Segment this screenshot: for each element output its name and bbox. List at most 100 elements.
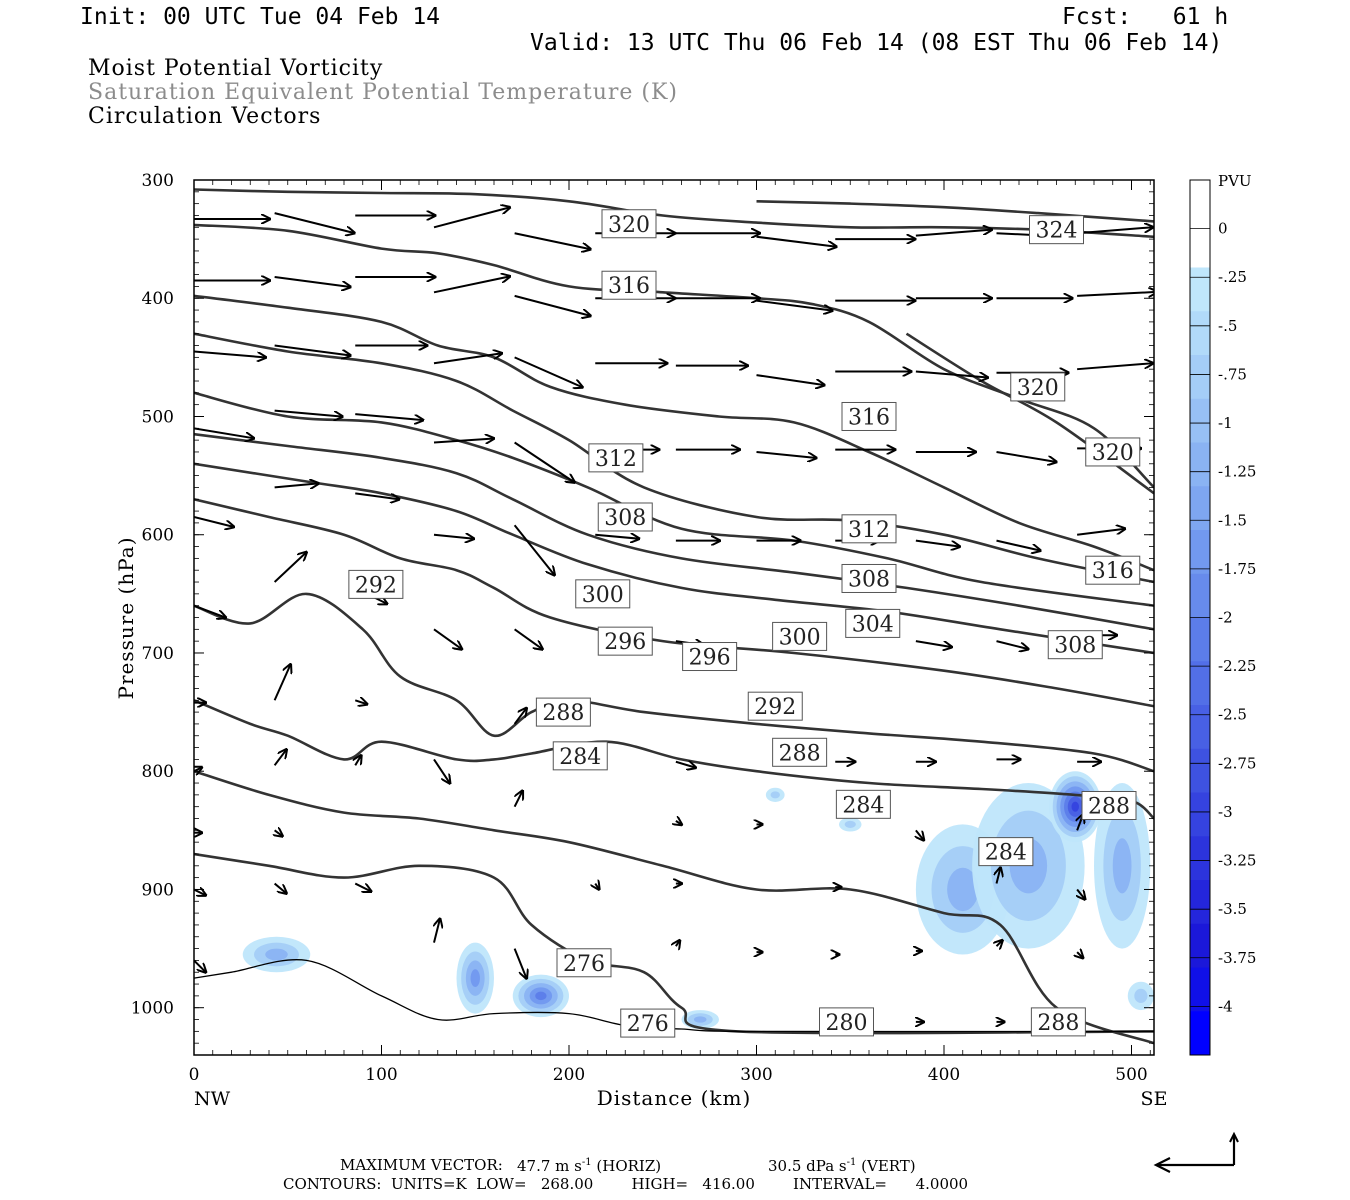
- colorbar-label: -.75: [1218, 365, 1247, 383]
- colorbar-label: -2.75: [1218, 754, 1256, 772]
- circulation-vector: [997, 940, 1003, 946]
- colorbar-label: -1.75: [1218, 560, 1256, 578]
- colorbar-swatch: [1190, 573, 1210, 618]
- max-vector-label: MAXIMUM VECTOR:: [340, 1156, 503, 1174]
- colorbar-swatch: [1190, 661, 1210, 706]
- contour-label-box: [835, 789, 891, 819]
- contour-label: 320: [1092, 441, 1134, 466]
- contour-label: 288: [1037, 1011, 1079, 1036]
- circulation-vector: [675, 762, 696, 768]
- x-tick-label: 500: [1115, 1065, 1147, 1085]
- theta-es-contour-320: [194, 188, 1154, 239]
- colorbar-label: -3: [1218, 803, 1233, 821]
- pv-shading: [535, 991, 547, 1001]
- title-circulation-vectors: Circulation Vectors: [88, 104, 322, 129]
- terrain-line: [194, 959, 1154, 1033]
- contour-label: 292: [754, 695, 796, 720]
- circulation-vector: [915, 230, 992, 237]
- circulation-vector: [1077, 952, 1083, 958]
- pv-shading: [265, 948, 288, 961]
- circulation-vector: [275, 830, 283, 836]
- init-time: Init: 00 UTC Tue 04 Feb 14: [80, 4, 441, 30]
- circulation-vector: [513, 948, 527, 979]
- circulation-vector: [676, 940, 680, 946]
- circulation-vector: [1077, 227, 1153, 235]
- contour-label-box: [556, 948, 612, 978]
- colorbar-swatch: [1190, 223, 1210, 268]
- circulation-vector: [194, 350, 266, 357]
- contour-label-box: [841, 563, 897, 593]
- contour-label: 320: [1017, 376, 1059, 401]
- contour-label: 276: [627, 1012, 669, 1037]
- contour-label-box: [552, 741, 608, 771]
- colorbar-swatch: [1190, 748, 1210, 793]
- circulation-vector: [433, 353, 502, 365]
- colorbar-label: 0: [1218, 220, 1228, 238]
- circulation-vector: [513, 791, 523, 808]
- x-axis-label: Distance (km): [597, 1086, 752, 1110]
- contour-label: 288: [542, 701, 584, 726]
- circulation-vector: [915, 539, 960, 547]
- circulation-vector: [513, 708, 527, 725]
- circulation-vector: [996, 450, 1057, 462]
- circulation-vector: [355, 492, 399, 499]
- circulation-vector: [514, 441, 575, 483]
- circulation-vector: [514, 628, 543, 649]
- circulation-vector: [274, 275, 351, 287]
- contour-label: 316: [1092, 559, 1134, 584]
- contour-label: 292: [355, 573, 397, 598]
- circulation-vector: [433, 276, 510, 294]
- contour-label: 300: [779, 625, 821, 650]
- colorbar-label: -3.5: [1218, 900, 1247, 918]
- y-tick-label: 500: [142, 407, 174, 427]
- pv-shading: [947, 867, 979, 912]
- contours-info: CONTOURS: UNITS=K LOW= 268.00 HIGH= 416.…: [283, 1175, 969, 1193]
- colorbar-label: -4: [1218, 997, 1233, 1015]
- circulation-vector: [194, 959, 206, 972]
- colorbar-label: -3.75: [1218, 949, 1256, 967]
- colorbar-swatch: [1190, 923, 1210, 968]
- endpoint-left-label: NW: [194, 1088, 231, 1110]
- colorbar-label: -2.25: [1218, 657, 1256, 675]
- contour-label-box: [597, 502, 653, 532]
- circulation-vector: [433, 439, 494, 443]
- forecast-hour: Fcst: 61 h: [1062, 4, 1229, 30]
- contour-label-box: [1085, 437, 1141, 467]
- theta-es-contour-308: [194, 332, 1154, 584]
- pv-shading: [770, 791, 780, 799]
- contour-label-box: [978, 837, 1034, 867]
- theta-es-contour-288: [194, 592, 1154, 773]
- theta-es-contour-312: [194, 294, 1154, 572]
- contour-label-box: [1010, 372, 1066, 402]
- colorbar-swatch: [1190, 617, 1210, 662]
- y-tick-label: 900: [142, 880, 174, 900]
- circulation-vector: [274, 212, 355, 233]
- valid-time: Valid: 13 UTC Thu 06 Feb 14 (08 EST Thu …: [530, 30, 1223, 56]
- x-tick-label: 400: [928, 1065, 960, 1085]
- y-tick-label: 300: [142, 171, 174, 191]
- colorbar-label: -.5: [1218, 317, 1237, 335]
- x-tick-label: 200: [553, 1065, 585, 1085]
- theta-es-contour-292: [194, 498, 1154, 708]
- circulation-vector: [514, 232, 591, 249]
- colorbar-unit: PVU: [1218, 172, 1252, 190]
- circulation-vector: [433, 535, 474, 539]
- colorbar-swatch: [1190, 705, 1210, 750]
- colorbar-swatch: [1190, 311, 1210, 356]
- contour-label: 316: [848, 405, 890, 430]
- x-tick-label: 100: [365, 1065, 397, 1085]
- contour-label: 308: [1054, 634, 1096, 659]
- contour-label-box: [1081, 791, 1137, 821]
- circulation-vector: [355, 755, 361, 766]
- circulation-vector: [915, 640, 952, 647]
- max-vert-value: 30.5 dPa s-1 (VERT): [768, 1157, 916, 1175]
- circulation-vector: [355, 413, 423, 420]
- colorbar-label: -.25: [1218, 268, 1247, 286]
- contour-label-box: [1029, 215, 1084, 245]
- colorbar-swatch: [1190, 880, 1210, 925]
- contour-label-box: [841, 514, 897, 544]
- colorbar-label: -1.5: [1218, 511, 1247, 529]
- contour-label-box: [348, 569, 404, 599]
- circulation-vector: [194, 767, 202, 771]
- colorbar-swatch: [1190, 836, 1210, 881]
